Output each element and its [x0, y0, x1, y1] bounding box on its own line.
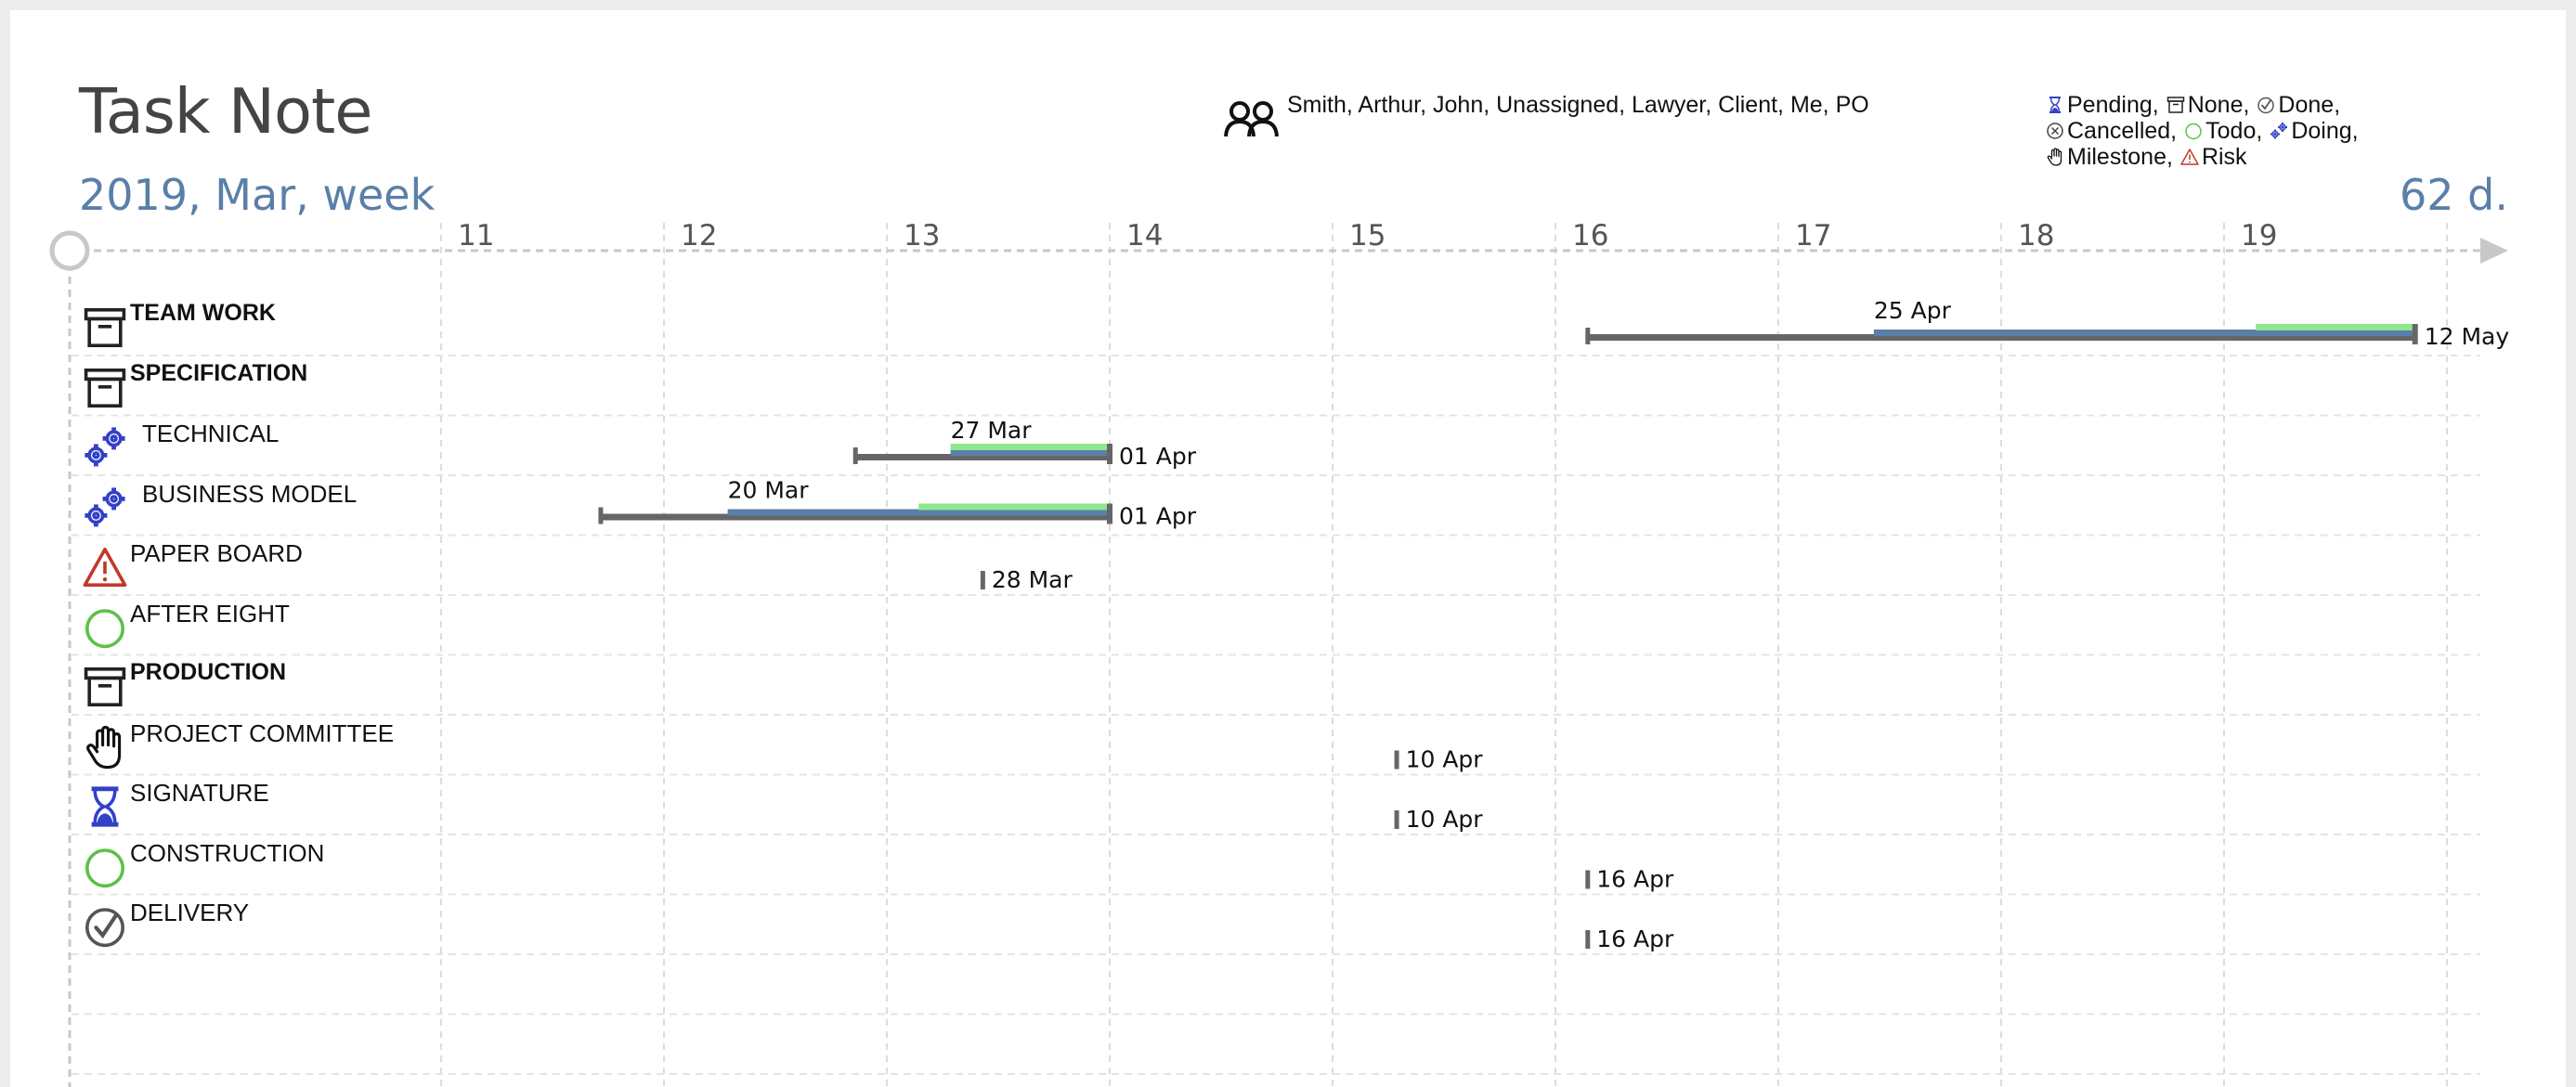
- bar-start-tick: [598, 507, 604, 524]
- page-title: Task Note: [79, 75, 372, 148]
- task-label: SPECIFICATION: [130, 359, 308, 386]
- week-label: 15: [1349, 219, 1386, 252]
- open-circle-icon: [2184, 118, 2205, 144]
- week-label: 14: [1126, 219, 1163, 252]
- legend-item-warning-triangle: Risk: [2180, 144, 2247, 170]
- week-label: 18: [2018, 219, 2054, 252]
- task-label: DELIVERY: [130, 899, 250, 926]
- gears-icon: [83, 425, 129, 472]
- legend-label: Doing,: [2291, 118, 2359, 144]
- bar-start-label: 27 Mar: [951, 417, 1033, 444]
- legend-item-open-circle: Todo,: [2184, 118, 2262, 144]
- week-label: 13: [904, 219, 940, 252]
- gears-icon: [2270, 118, 2291, 144]
- bar-end-tick: [1107, 503, 1112, 524]
- bar-gray: [1587, 334, 2415, 341]
- people-icon: [1224, 101, 1279, 137]
- check-circle-icon: [2257, 92, 2278, 118]
- task-label: SIGNATURE: [130, 779, 269, 807]
- bar-green: [950, 444, 1110, 450]
- bar-end-label: 01 Apr: [1119, 503, 1197, 530]
- bar-start-tick: [1585, 328, 1591, 344]
- milestone-tick: [1394, 810, 1399, 829]
- bar-end-tick: [1107, 444, 1112, 464]
- archive-box-icon: [83, 305, 129, 352]
- bar-blue: [727, 509, 1110, 516]
- bar-end-label: 12 May: [2425, 323, 2510, 350]
- warning-triangle-icon: [2180, 144, 2202, 170]
- duration-label: 62 d.: [2400, 170, 2508, 220]
- people-list: Smith, Arthur, John, Unassigned, Lawyer,…: [1287, 92, 1869, 118]
- bar-start-label: 20 Mar: [728, 477, 810, 504]
- legend-item-hourglass: Pending,: [2046, 92, 2159, 118]
- gantt-card: Task Note 2019, Mar, week 62 d. Smith, A…: [10, 10, 2566, 1087]
- milestone-tick: [980, 571, 985, 589]
- check-circle-icon: [83, 904, 129, 951]
- legend-label: None,: [2187, 92, 2250, 118]
- warning-triangle-icon: [83, 545, 129, 591]
- milestone-tick: [1585, 870, 1591, 889]
- task-label: AFTER EIGHT: [130, 599, 290, 628]
- legend-item-gears: Doing,: [2270, 118, 2359, 144]
- task-label: BUSINESS MODEL: [142, 479, 358, 508]
- legend-label: Pending,: [2067, 92, 2159, 118]
- milestone-tick: [1585, 930, 1591, 949]
- hourglass-icon: [83, 784, 129, 831]
- milestone-label: 10 Apr: [1406, 746, 1484, 773]
- task-label: CONSTRUCTION: [130, 838, 325, 867]
- bar-gray: [600, 513, 1110, 521]
- task-label: TEAM WORK: [130, 300, 276, 326]
- milestone-tick: [1394, 750, 1399, 770]
- bar-blue: [950, 449, 1110, 456]
- status-legend: Pending, None, Done, Cancelled, Todo, Doing, M…: [2046, 92, 2473, 170]
- week-label: 16: [1572, 219, 1608, 252]
- legend-label: Milestone,: [2067, 144, 2173, 170]
- legend-label: Risk: [2201, 144, 2247, 170]
- hand-icon: [2046, 144, 2067, 170]
- legend-label: Todo,: [2205, 118, 2263, 144]
- archive-box-icon: [83, 366, 129, 412]
- task-label: PRODUCTION: [130, 659, 287, 685]
- hand-icon: [83, 725, 129, 771]
- archive-box-icon: [2166, 92, 2188, 118]
- legend-item-check-circle: Done,: [2257, 92, 2340, 118]
- milestone-label: 16 Apr: [1596, 925, 1674, 952]
- archive-box-icon: [83, 665, 129, 711]
- milestone-label: 28 Mar: [992, 566, 1073, 593]
- hourglass-icon: [2046, 92, 2067, 118]
- week-label: 12: [681, 219, 717, 252]
- task-label: PROJECT COMMITTEE: [130, 718, 395, 747]
- open-circle-icon: [83, 845, 129, 891]
- timeline-start-circle: [49, 230, 90, 271]
- bar-end-label: 01 Apr: [1119, 443, 1197, 470]
- bar-start-tick: [852, 447, 858, 464]
- bar-gray: [854, 454, 1110, 460]
- open-circle-icon: [83, 605, 129, 652]
- bar-green: [918, 503, 1110, 511]
- legend-item-x-circle: Cancelled,: [2046, 118, 2177, 144]
- bar-green: [2256, 324, 2415, 330]
- task-label: PAPER BOARD: [130, 539, 303, 567]
- gears-icon: [83, 485, 129, 532]
- legend-item-archive-box: None,: [2166, 92, 2250, 118]
- timeline-end-arrow: [2480, 238, 2508, 264]
- milestone-label: 16 Apr: [1596, 866, 1674, 893]
- task-label: TECHNICAL: [142, 420, 280, 447]
- bar-end-tick: [2412, 324, 2418, 344]
- milestone-label: 10 Apr: [1406, 806, 1484, 833]
- bar-blue: [1873, 330, 2415, 336]
- legend-label: Done,: [2278, 92, 2341, 118]
- week-label: 19: [2241, 219, 2277, 252]
- week-label: 17: [1795, 219, 1831, 252]
- gantt-chart: 11 12 13 14 15 16 17 18 19 25 Apr 12 May 27 Mar 01 A…: [49, 219, 2510, 1087]
- legend-item-hand: Milestone,: [2046, 144, 2173, 170]
- legend-label: Cancelled,: [2067, 118, 2178, 144]
- week-label: 11: [458, 219, 494, 252]
- bar-start-label: 25 Apr: [1874, 297, 1952, 324]
- x-circle-icon: [2046, 118, 2067, 144]
- period-label: 2019, Mar, week: [79, 170, 436, 220]
